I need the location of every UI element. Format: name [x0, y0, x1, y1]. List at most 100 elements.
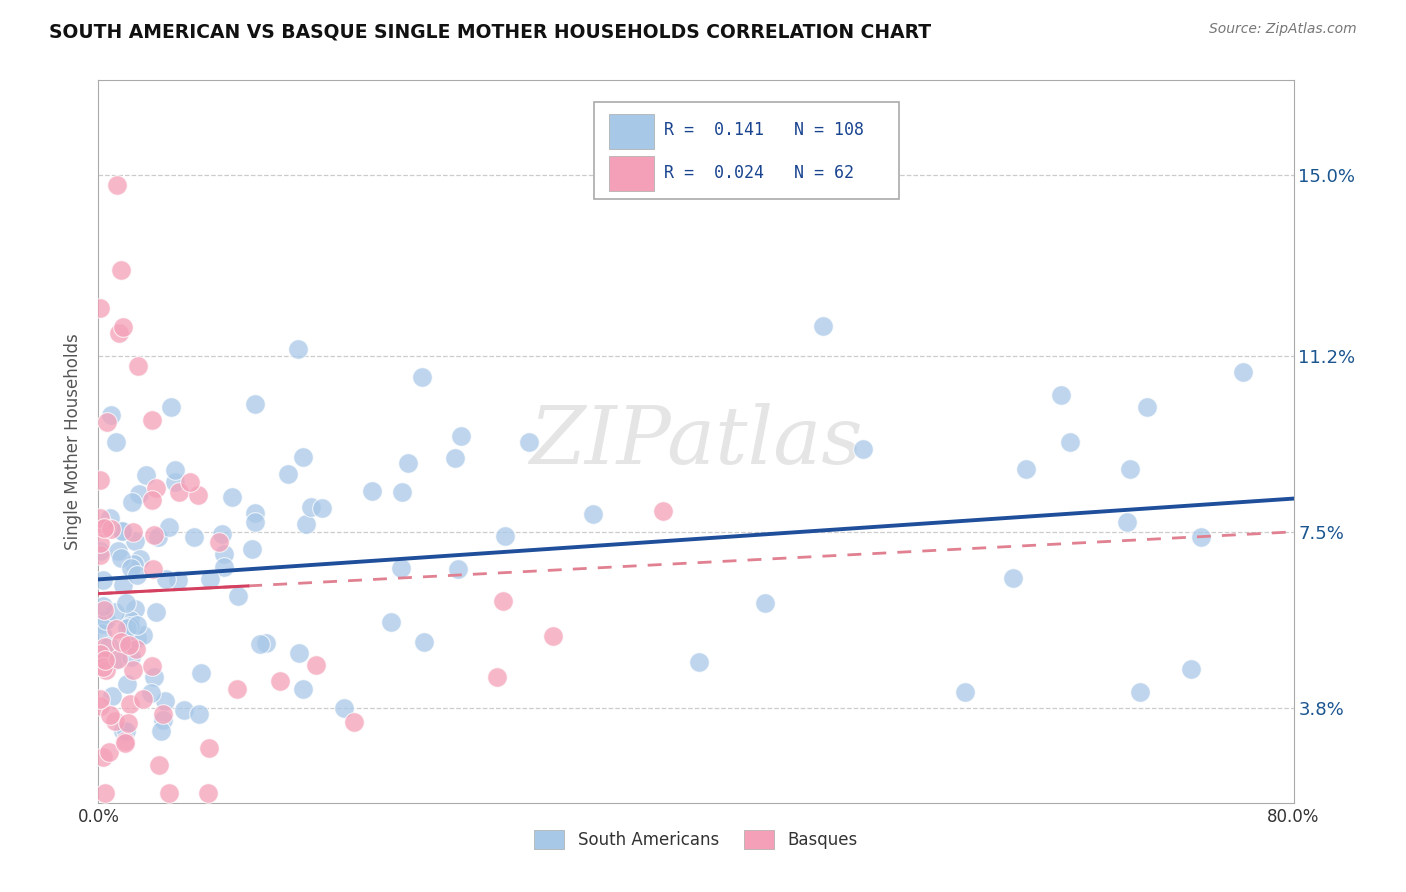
Point: [89, 473, 111, 487]
Point: [112, 319, 135, 334]
Point: [852, 442, 875, 456]
Point: [105, 435, 128, 450]
Point: [1189, 530, 1212, 544]
Point: [118, 619, 141, 633]
Point: [114, 736, 136, 750]
Point: [211, 527, 233, 541]
Point: [89, 535, 111, 549]
Point: [166, 574, 188, 588]
Point: [91, 626, 114, 640]
Point: [243, 515, 266, 529]
Point: [127, 568, 149, 582]
Point: [100, 408, 122, 422]
Point: [160, 401, 183, 415]
Point: [443, 450, 465, 465]
Point: [157, 519, 180, 533]
Point: [190, 666, 212, 681]
Point: [197, 786, 219, 800]
Point: [112, 524, 135, 538]
Point: [953, 685, 976, 699]
Point: [118, 614, 141, 628]
Point: [389, 561, 412, 575]
Point: [145, 605, 167, 619]
Point: [343, 714, 366, 729]
Point: [221, 490, 243, 504]
FancyBboxPatch shape: [595, 102, 900, 200]
Point: [173, 703, 195, 717]
Point: [89, 650, 111, 665]
Text: SOUTH AMERICAN VS BASQUE SINGLE MOTHER HOUSEHOLDS CORRELATION CHART: SOUTH AMERICAN VS BASQUE SINGLE MOTHER H…: [49, 22, 931, 41]
Point: [139, 686, 162, 700]
Point: [107, 652, 129, 666]
Point: [97, 639, 120, 653]
Point: [688, 655, 710, 669]
Point: [517, 435, 540, 450]
Point: [94, 786, 117, 800]
Point: [494, 529, 516, 543]
Point: [111, 524, 134, 538]
Point: [333, 700, 356, 714]
Point: [89, 699, 111, 714]
Point: [411, 369, 433, 384]
Point: [127, 359, 149, 373]
Point: [104, 714, 127, 729]
Point: [269, 673, 291, 688]
Point: [128, 486, 150, 500]
Point: [122, 663, 145, 677]
Point: [141, 659, 163, 673]
Point: [93, 521, 115, 535]
Point: [115, 621, 138, 635]
Point: [122, 557, 145, 571]
Point: [148, 757, 170, 772]
Point: [91, 659, 114, 673]
Text: Source: ZipAtlas.com: Source: ZipAtlas.com: [1209, 22, 1357, 37]
Bar: [609, 114, 654, 149]
Point: [104, 606, 127, 620]
Point: [146, 531, 169, 545]
Point: [117, 716, 139, 731]
Point: [110, 550, 132, 565]
Point: [100, 522, 122, 536]
Point: [105, 622, 128, 636]
Point: [98, 746, 121, 760]
Point: [287, 342, 309, 356]
Point: [413, 635, 436, 649]
Point: [396, 456, 419, 470]
Point: [305, 657, 328, 672]
Point: [114, 733, 136, 747]
Point: [228, 589, 250, 603]
Point: [198, 740, 221, 755]
Point: [1118, 462, 1140, 476]
Point: [98, 708, 121, 723]
Point: [1136, 400, 1159, 414]
Point: [212, 548, 235, 562]
Point: [141, 492, 163, 507]
Point: [101, 689, 124, 703]
Point: [541, 629, 564, 643]
Point: [226, 681, 249, 696]
Point: [311, 501, 333, 516]
Point: [153, 694, 176, 708]
Point: [299, 500, 322, 514]
Point: [105, 178, 128, 192]
Point: [111, 724, 134, 739]
Point: [1232, 365, 1254, 379]
Point: [89, 692, 111, 706]
Point: [163, 475, 186, 489]
Point: [89, 301, 111, 316]
Point: [157, 786, 180, 800]
Point: [361, 484, 384, 499]
Point: [651, 504, 673, 518]
Legend: South Americans, Basques: South Americans, Basques: [527, 823, 865, 856]
Point: [124, 641, 146, 656]
Point: [291, 682, 314, 697]
Point: [118, 697, 141, 711]
Point: [111, 577, 134, 591]
Point: [1115, 515, 1137, 529]
Point: [145, 481, 167, 495]
Point: [93, 599, 115, 613]
Point: [89, 543, 111, 558]
Point: [152, 713, 174, 727]
Point: [163, 462, 186, 476]
Point: [447, 562, 470, 576]
